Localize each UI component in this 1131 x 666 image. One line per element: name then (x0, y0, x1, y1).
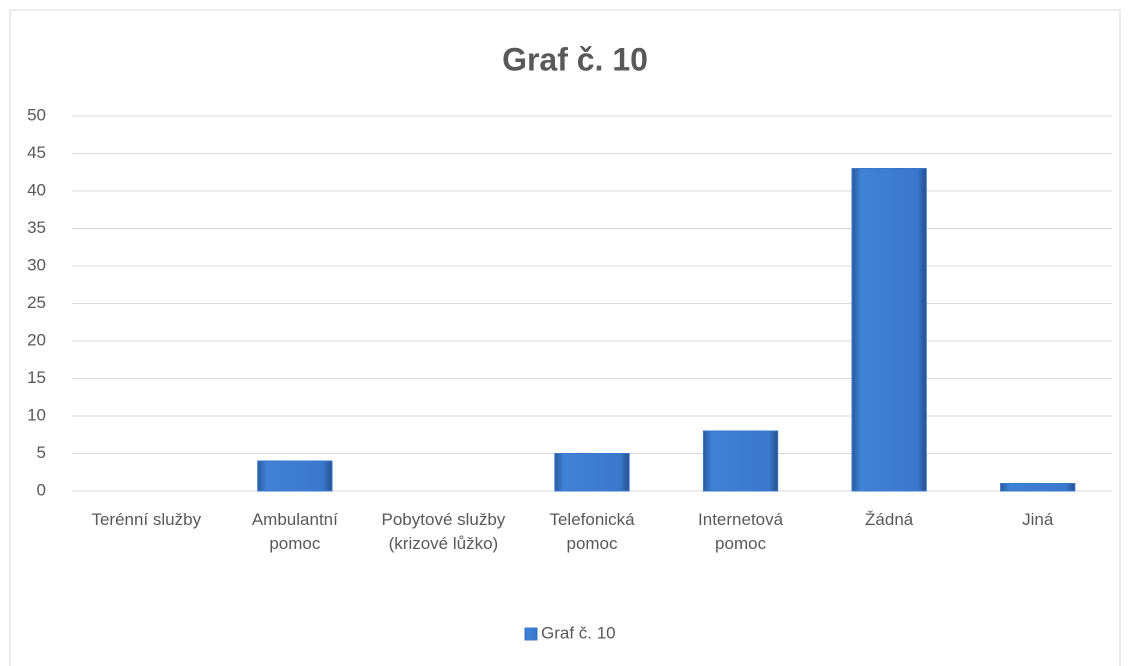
y-tick-label: 25 (27, 293, 46, 312)
y-tick-label: 15 (27, 368, 46, 387)
x-tick-label: Internetová pomoc (698, 510, 784, 553)
y-tick-label: 5 (37, 443, 46, 462)
x-tick-label: Jiná (1022, 510, 1054, 529)
bar (554, 453, 630, 492)
chart-title: Graf č. 10 (502, 41, 648, 77)
y-tick-label: 10 (27, 405, 46, 424)
chart-border (9, 9, 1121, 666)
y-tick-label: 0 (37, 480, 46, 499)
x-tick-label: Ambulantní pomoc (252, 510, 338, 553)
x-tick-label: Žádná (865, 510, 914, 529)
bar (851, 168, 927, 492)
y-tick-label: 35 (27, 218, 46, 237)
x-tick-label: Telefonická pomoc (549, 510, 635, 553)
y-tick-label: 45 (27, 143, 46, 162)
bar (1000, 483, 1076, 492)
legend-label: Graf č. 10 (541, 623, 616, 642)
y-tick-label: 50 (27, 105, 46, 124)
x-tick-label: Pobytové služby (krizové lůžko) (382, 510, 506, 553)
bar (702, 430, 779, 492)
bar (257, 460, 333, 492)
x-tick-label: Terénní služby (91, 510, 201, 529)
y-tick-label: 40 (27, 180, 46, 199)
y-tick-label: 30 (27, 255, 46, 274)
legend-swatch (524, 627, 538, 641)
y-tick-label: 20 (27, 330, 46, 349)
